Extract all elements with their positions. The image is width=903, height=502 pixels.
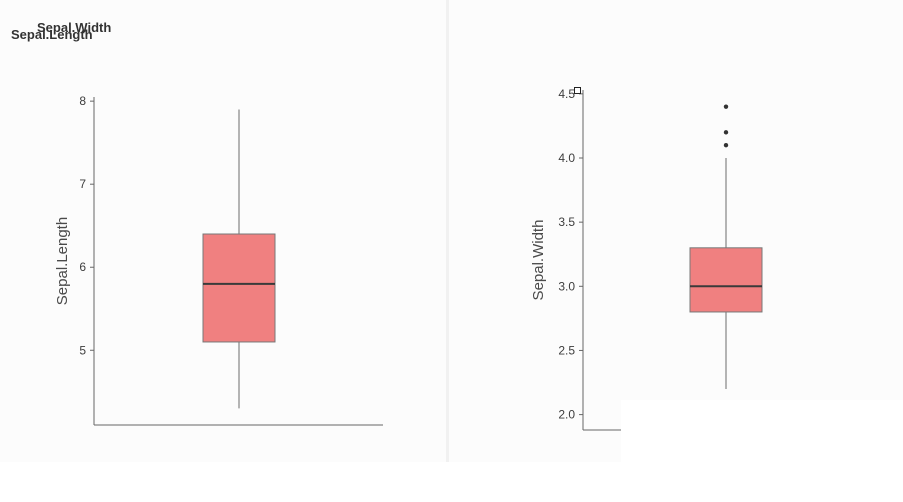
y-tick-label: 4.5 (558, 87, 575, 101)
occluded-region (621, 400, 903, 462)
box-iqr-sepal-width (689, 247, 763, 313)
selection-handle[interactable] (574, 87, 581, 94)
panel-title-sepal-length: Sepal.Length (11, 27, 93, 42)
outlier-point (723, 142, 729, 148)
box-iqr-sepal-length (202, 233, 276, 343)
y-tick-label: 7 (79, 177, 86, 191)
y-axis-title-sepal-length: Sepal.Length (54, 217, 71, 305)
y-tick-label: 2.5 (558, 343, 575, 357)
y-tick-label: 5 (79, 343, 86, 357)
panel-divider (446, 0, 449, 462)
outlier-point (723, 130, 729, 135)
y-axis-title-sepal-width: Sepal.Width (530, 220, 547, 301)
y-tick-label: 3.0 (558, 279, 575, 293)
chart-panel-sepal-width (449, 0, 903, 462)
outlier-point (723, 104, 729, 109)
y-tick-label: 8 (79, 94, 86, 108)
y-tick-label: 3.5 (558, 215, 575, 229)
y-tick-label: 6 (79, 260, 86, 274)
y-tick-label: 2.0 (558, 408, 575, 422)
panel-title-sepal-width: Sepal.Width (37, 20, 112, 35)
chart-panel-sepal-length (0, 0, 446, 462)
y-tick-label: 4.0 (558, 151, 575, 165)
